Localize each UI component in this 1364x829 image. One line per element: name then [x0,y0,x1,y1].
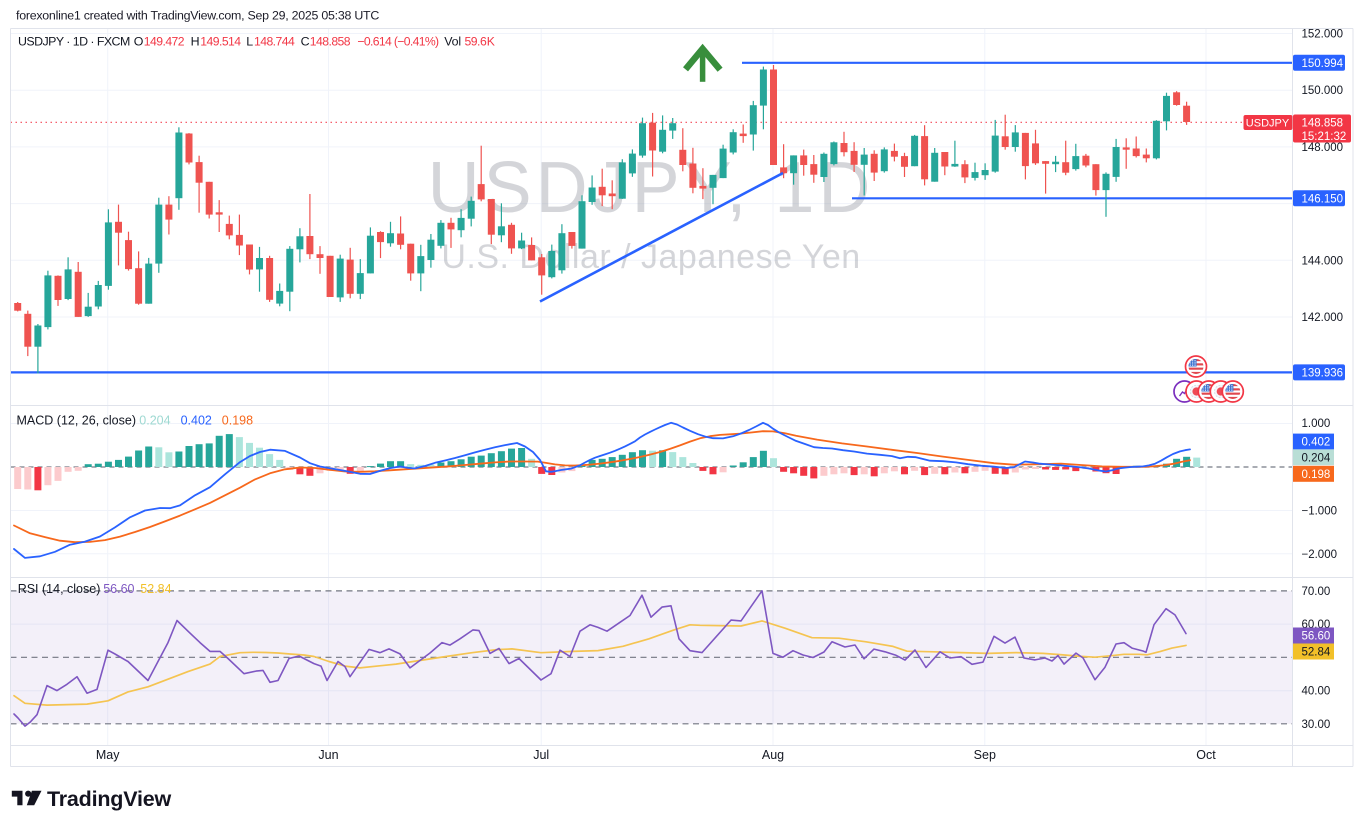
svg-text:56.60: 56.60 [1302,631,1331,643]
svg-text:May: May [96,748,120,762]
svg-text:H: H [191,35,200,49]
svg-text:142.000: 142.000 [1302,312,1344,324]
svg-text:Jul: Jul [533,748,549,762]
svg-text:148.858: 148.858 [310,35,351,49]
svg-text:150.994: 150.994 [1302,58,1344,70]
svg-text:Aug: Aug [762,748,784,762]
svg-text:Vol: Vol [444,35,461,49]
svg-text:L: L [246,35,253,49]
svg-text:0.204: 0.204 [1302,452,1331,464]
svg-text:USDJPY: USDJPY [1246,118,1290,130]
svg-text:O: O [134,35,144,49]
svg-text:0.402: 0.402 [1302,437,1331,449]
svg-text:Sep: Sep [974,748,996,762]
svg-text:forexonline1 created with Trad: forexonline1 created with TradingView.co… [16,9,379,23]
svg-text:USDJPY · 1D · FXCM: USDJPY · 1D · FXCM [18,35,130,49]
svg-text:−0.614 (−0.41%): −0.614 (−0.41%) [357,35,439,49]
svg-text:70.00: 70.00 [1302,586,1331,598]
svg-text:59.6 K: 59.6 K [465,35,495,49]
svg-text:150.000: 150.000 [1302,85,1344,97]
svg-text:0.198: 0.198 [1302,469,1331,481]
svg-text:Oct: Oct [1196,748,1216,762]
svg-text:146.150: 146.150 [1302,193,1344,205]
svg-text:52.84: 52.84 [1302,647,1331,659]
svg-text:152.000: 152.000 [1302,29,1344,41]
svg-text:−2.000: −2.000 [1302,549,1338,561]
svg-text:40.00: 40.00 [1302,686,1331,698]
svg-text:148.858: 148.858 [1302,118,1344,130]
svg-text:139.936: 139.936 [1302,367,1344,379]
svg-text:1.000: 1.000 [1302,418,1331,430]
svg-text:TradingView: TradingView [47,787,172,811]
svg-text:149.514: 149.514 [200,35,241,49]
svg-text:−1.000: −1.000 [1302,506,1338,518]
svg-text:148.000: 148.000 [1302,142,1344,154]
svg-text:144.000: 144.000 [1302,255,1344,267]
svg-text:15:21:32: 15:21:32 [1302,131,1347,143]
svg-text:149.472: 149.472 [144,35,185,49]
svg-text:148.744: 148.744 [254,35,295,49]
svg-text:C: C [301,35,310,49]
svg-text:Jun: Jun [318,748,338,762]
svg-text:30.00: 30.00 [1302,719,1331,731]
